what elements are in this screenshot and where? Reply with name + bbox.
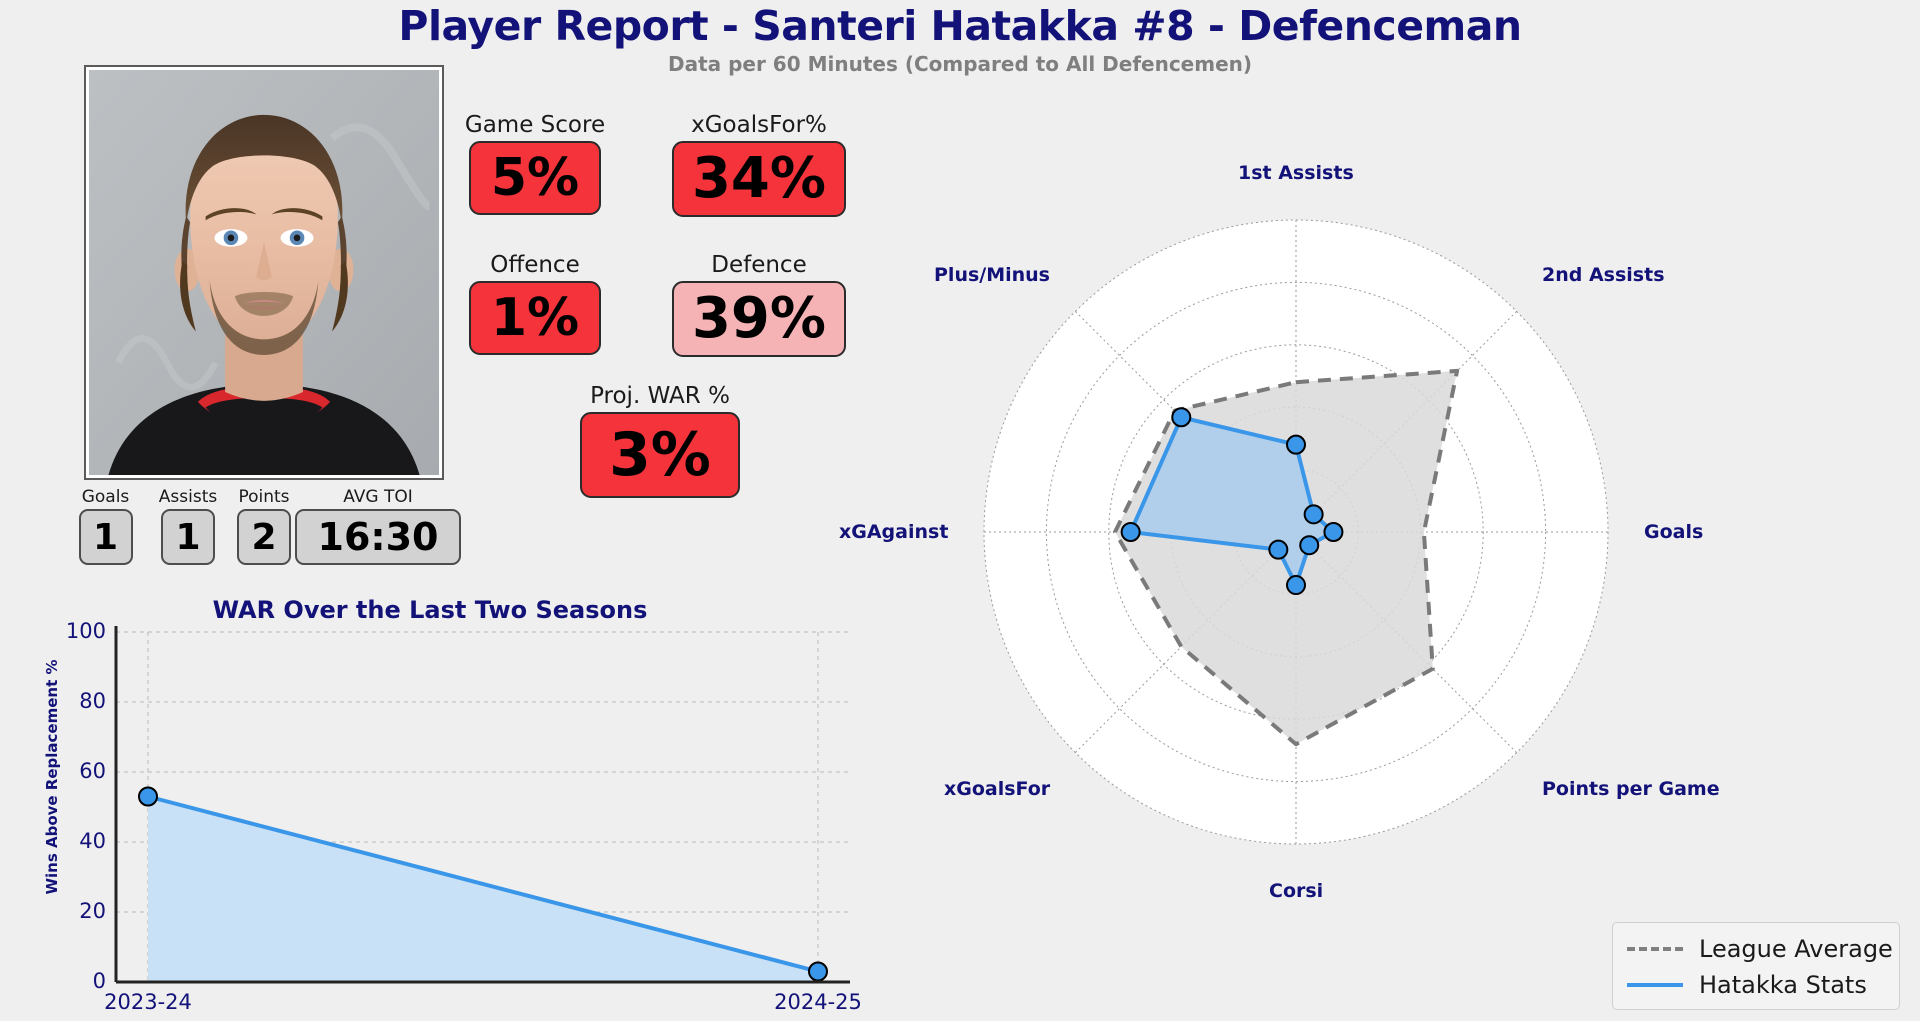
radar-axis-label-corsi: Corsi [1269,880,1324,902]
war-ytick-label: 20 [79,899,106,923]
percentile-value: 34% [672,141,846,217]
radar-axis-label-xgoalsfor: xGoalsFor [944,778,1051,800]
war-xtick-label: 2023-24 [104,990,192,1014]
percentile-value: 3% [580,412,740,498]
player-photo-frame [84,65,444,480]
radar-chart: 1st Assists 2nd Assists Goals Points per Ga… [839,80,1920,940]
legend-solid-line-icon [1627,983,1683,987]
radar-axis-label-goals: Goals [1644,521,1704,543]
percentile-xgoalsfor: xGoalsFor% 34% [658,112,860,217]
legend-label: League Average [1699,935,1893,963]
percentile-defence: Defence 39% [658,252,860,357]
basic-stat-label: Points [238,487,290,507]
basic-stat-label: AVG TOI [343,487,413,507]
basic-stat-label: Assists [158,487,218,507]
percentile-value: 39% [672,281,846,357]
radar-axis-label-1st-assists: 1st Assists [1238,162,1354,184]
war-chart-title: WAR Over the Last Two Seasons [212,596,648,624]
percentile-label: xGoalsFor% [691,112,827,138]
basic-stat-value: 2 [237,509,291,565]
chart-legend: League Average Hatakka Stats [1612,922,1900,1010]
war-plot-area [114,626,850,984]
war-ytick-label: 100 [65,619,106,643]
percentile-label: Defence [711,252,807,278]
basic-stat-assists: Assists 1 [155,487,221,565]
percentile-proj-war: Proj. WAR % 3% [560,383,760,498]
percentile-game-score: Game Score 5% [455,112,615,215]
percentile-value: 5% [469,141,601,215]
page-title: Player Report - Santeri Hatakka #8 - Def… [398,2,1522,50]
radar-axis-label-plus-minus: Plus/Minus [934,264,1050,286]
radar-plot-area [983,219,1609,845]
basic-stat-goals: Goals 1 [78,487,133,565]
war-ytick-label: 60 [79,759,106,783]
basic-stat-value: 1 [161,509,215,565]
percentile-offence: Offence 1% [455,252,615,355]
legend-dashed-line-icon [1627,947,1683,951]
radar-axis-label-points-per-game: Points per Game [1542,778,1720,800]
basic-stat-value: 1 [78,509,133,565]
war-line-chart: WAR Over the Last Two Seasons Wins Above… [20,590,880,1021]
legend-entry-hatakka-stats: Hatakka Stats [1627,967,1885,1003]
page-subtitle: Data per 60 Minutes (Compared to All Def… [667,52,1253,76]
war-ytick-label: 0 [92,969,106,993]
basic-stat-label: Goals [81,487,130,507]
legend-entry-league-average: League Average [1627,931,1893,967]
war-xtick-label: 2024-25 [774,990,862,1014]
percentile-label: Game Score [464,112,606,138]
basic-stat-avg-toi: AVG TOI 16:30 [295,487,461,565]
war-ytick-label: 40 [79,829,106,853]
basic-stat-points: Points 2 [234,487,294,565]
legend-label: Hatakka Stats [1699,971,1867,999]
percentile-label: Proj. WAR % [590,383,730,409]
radar-axis-label-2nd-assists: 2nd Assists [1542,264,1665,286]
player-headshot [89,70,439,475]
war-ytick-label: 80 [79,689,106,713]
percentile-label: Offence [490,252,580,278]
percentile-value: 1% [469,281,601,355]
basic-stat-value: 16:30 [295,509,461,565]
radar-axis-label-xgagainst: xGAgainst [839,521,949,543]
